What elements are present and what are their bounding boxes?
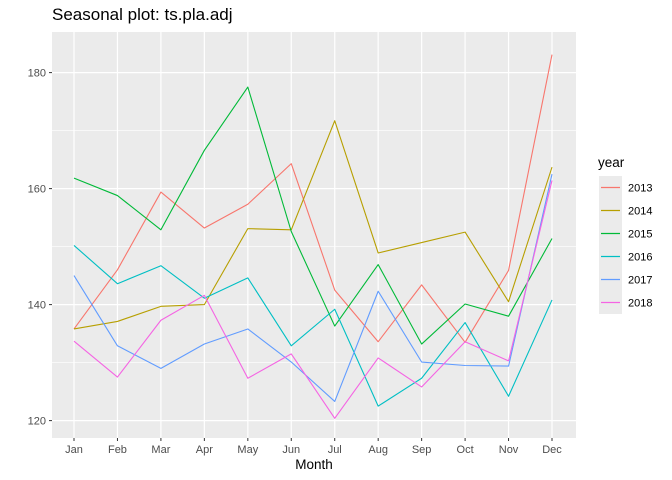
series-line-2014	[73, 120, 553, 330]
x-tick-label-aug: Aug	[368, 444, 388, 456]
series-line-2013	[73, 54, 553, 343]
x-tick-label-jun: Jun	[282, 444, 300, 456]
x-axis: Jan Feb Mar Apr May Jun Jul Aug Sep Oct Nov Dec	[65, 438, 562, 456]
legend-label-2013: 2013	[628, 183, 652, 195]
legend-title: year	[598, 155, 625, 170]
series-line-2015	[73, 86, 553, 345]
legend-label-2016: 2016	[628, 252, 652, 264]
x-tick-label-apr: Apr	[196, 444, 213, 456]
y-tick-label: 160	[28, 184, 46, 196]
x-axis-title: Month	[295, 457, 333, 472]
x-tick-label-mar: Mar	[151, 444, 170, 456]
series-lines	[73, 54, 553, 419]
series-line-2018	[73, 180, 553, 419]
x-tick-label-nov: Nov	[499, 444, 519, 456]
x-tick-label-dec: Dec	[542, 444, 562, 456]
legend-label-2015: 2015	[628, 229, 652, 241]
y-axis: 120 140 160 180	[28, 68, 52, 428]
legend-label-2018: 2018	[628, 298, 652, 310]
x-tick-label-feb: Feb	[108, 444, 127, 456]
x-tick-label-sep: Sep	[412, 444, 432, 456]
major-gridlines	[52, 32, 576, 438]
legend: year 2013 2014 2015 2016 2017 2018	[598, 155, 652, 314]
series-line-2016	[73, 245, 553, 407]
series-line-2017	[73, 173, 553, 403]
y-tick-label: 120	[28, 416, 46, 428]
x-tick-label-may: May	[237, 444, 258, 456]
chart-title: Seasonal plot: ts.pla.adj	[52, 5, 233, 24]
legend-label-2017: 2017	[628, 275, 652, 287]
x-tick-label-jan: Jan	[65, 444, 83, 456]
x-tick-label-oct: Oct	[457, 444, 474, 456]
plot-panel	[52, 32, 576, 438]
y-tick-label: 180	[28, 68, 46, 80]
x-tick-label-jul: Jul	[328, 444, 342, 456]
legend-label-2014: 2014	[628, 206, 652, 218]
y-tick-label: 140	[28, 300, 46, 312]
